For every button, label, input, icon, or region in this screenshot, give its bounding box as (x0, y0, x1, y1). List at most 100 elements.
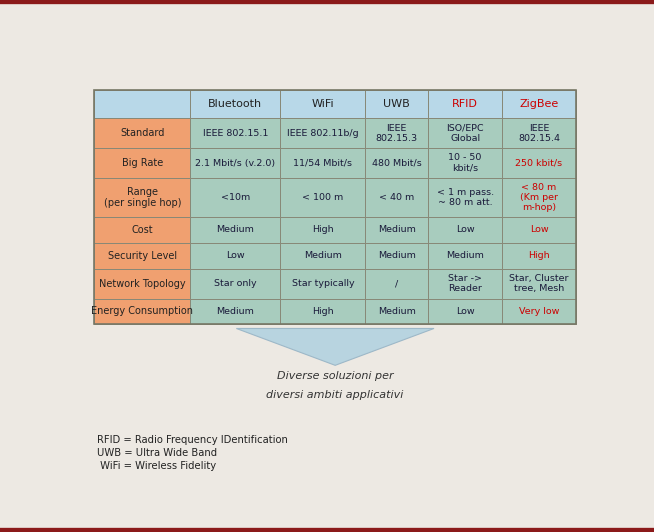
Bar (366, 90, 428, 118)
Bar (428, 178, 502, 217)
Bar (428, 90, 502, 118)
Bar (428, 217, 502, 243)
Text: UWB: UWB (383, 99, 410, 110)
Text: < 80 m
(Km per
m-hop): < 80 m (Km per m-hop) (520, 182, 558, 212)
Bar (502, 217, 576, 243)
Text: Range
(per single hop): Range (per single hop) (103, 187, 181, 209)
Bar (428, 243, 502, 269)
Text: diversi ambiti applicativi: diversi ambiti applicativi (266, 390, 404, 400)
Bar (428, 148, 502, 178)
Text: UWB = Ultra Wide Band: UWB = Ultra Wide Band (97, 447, 217, 458)
Text: High: High (528, 251, 550, 260)
Bar (190, 178, 281, 217)
Bar (428, 298, 502, 325)
Bar (190, 298, 281, 325)
Text: 250 kbit/s: 250 kbit/s (515, 159, 562, 168)
Bar (502, 90, 576, 118)
Text: Bluetooth: Bluetooth (208, 99, 262, 110)
Text: Medium: Medium (378, 251, 416, 260)
Bar (366, 298, 428, 325)
Text: Medium: Medium (216, 226, 254, 235)
Text: Big Rate: Big Rate (122, 158, 163, 168)
Bar (366, 217, 428, 243)
Text: 2.1 Mbit/s (v.2.0): 2.1 Mbit/s (v.2.0) (196, 159, 275, 168)
Bar (190, 269, 281, 298)
Bar (94, 148, 190, 178)
Text: 480 Mbit/s: 480 Mbit/s (372, 159, 422, 168)
Text: Low: Low (456, 226, 474, 235)
Text: IEEE
802.15.3: IEEE 802.15.3 (375, 123, 418, 143)
Text: < 1 m pass.
~ 80 m att.: < 1 m pass. ~ 80 m att. (437, 188, 494, 207)
Text: < 40 m: < 40 m (379, 193, 415, 202)
Text: Low: Low (530, 226, 548, 235)
Text: /: / (395, 279, 398, 288)
Text: High: High (312, 307, 334, 316)
Text: Star typically: Star typically (292, 279, 354, 288)
Bar (281, 178, 366, 217)
Bar (94, 90, 190, 118)
Bar (190, 90, 281, 118)
Bar (94, 217, 190, 243)
Bar (94, 298, 190, 325)
Bar (502, 148, 576, 178)
Bar (190, 118, 281, 148)
Bar (94, 118, 190, 148)
Text: Medium: Medium (216, 307, 254, 316)
Text: High: High (312, 226, 334, 235)
Bar (94, 178, 190, 217)
Bar (502, 178, 576, 217)
Bar (190, 243, 281, 269)
Bar (281, 90, 366, 118)
Bar (94, 269, 190, 298)
Bar (94, 243, 190, 269)
Bar (281, 118, 366, 148)
Bar (366, 148, 428, 178)
Text: IEEE 802.11b/g: IEEE 802.11b/g (287, 129, 358, 138)
Bar (428, 269, 502, 298)
Text: WiFi = Wireless Fidelity: WiFi = Wireless Fidelity (97, 461, 216, 471)
Bar (502, 118, 576, 148)
Text: IEEE
802.15.4: IEEE 802.15.4 (518, 123, 560, 143)
Text: ZigBee: ZigBee (519, 99, 559, 110)
Text: Energy Consumption: Energy Consumption (92, 306, 194, 317)
Text: Star only: Star only (214, 279, 256, 288)
Text: Very low: Very low (519, 307, 559, 316)
Bar (366, 243, 428, 269)
Bar (281, 217, 366, 243)
Text: Star, Cluster
tree, Mesh: Star, Cluster tree, Mesh (509, 274, 569, 293)
Text: < 100 m: < 100 m (302, 193, 343, 202)
Text: 11/54 Mbit/s: 11/54 Mbit/s (294, 159, 353, 168)
Text: Diverse soluzioni per: Diverse soluzioni per (277, 371, 394, 381)
Bar (502, 269, 576, 298)
Text: ISO/EPC
Global: ISO/EPC Global (446, 123, 484, 143)
Text: Standard: Standard (120, 128, 165, 138)
Text: Cost: Cost (131, 225, 153, 235)
Bar (281, 243, 366, 269)
Bar (281, 148, 366, 178)
Bar (502, 298, 576, 325)
Text: Low: Low (226, 251, 245, 260)
Bar (366, 118, 428, 148)
Bar (502, 243, 576, 269)
Text: IEEE 802.15.1: IEEE 802.15.1 (203, 129, 268, 138)
Bar (190, 217, 281, 243)
Text: RFID = Radio Frequency IDentification: RFID = Radio Frequency IDentification (97, 435, 288, 445)
Bar (94, 90, 576, 325)
Polygon shape (236, 328, 434, 365)
Text: Medium: Medium (378, 307, 416, 316)
Bar (428, 118, 502, 148)
Bar (366, 269, 428, 298)
Text: Medium: Medium (446, 251, 484, 260)
Text: Network Topology: Network Topology (99, 279, 186, 289)
Bar (281, 298, 366, 325)
Text: WiFi: WiFi (311, 99, 334, 110)
Text: RFID: RFID (452, 99, 478, 110)
Text: Security Level: Security Level (108, 251, 177, 261)
Text: Medium: Medium (304, 251, 342, 260)
Text: Low: Low (456, 307, 474, 316)
Bar (190, 148, 281, 178)
Bar (366, 178, 428, 217)
Bar (281, 269, 366, 298)
Text: <10m: <10m (220, 193, 250, 202)
Text: 10 - 50
kbit/s: 10 - 50 kbit/s (449, 153, 482, 173)
